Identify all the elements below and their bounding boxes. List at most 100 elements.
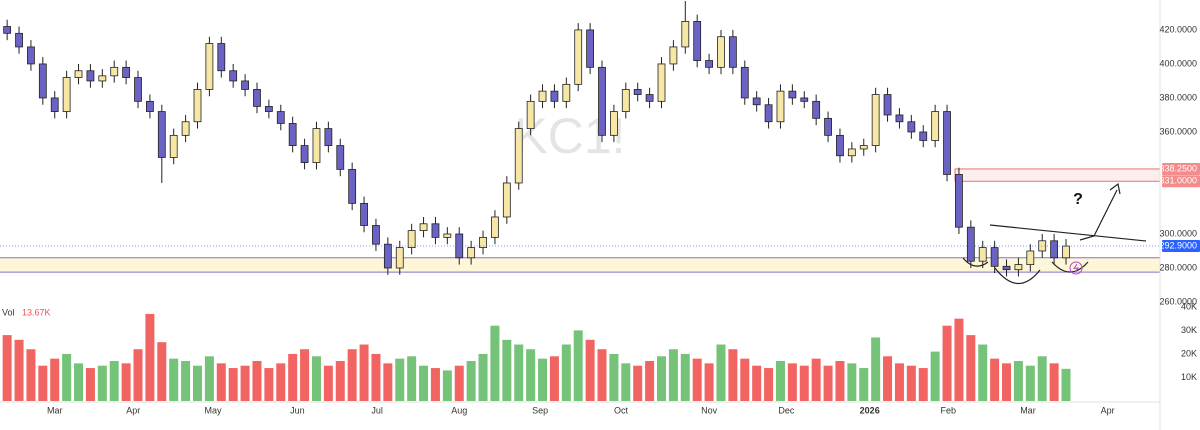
candle-body	[907, 121, 916, 133]
volume-bar	[2, 335, 12, 401]
candle-body	[372, 225, 380, 245]
volume-bar	[954, 318, 964, 401]
candle-body	[348, 168, 357, 204]
volume-bar	[145, 313, 155, 401]
candle-body	[514, 128, 523, 184]
y-tick-label: 360.0000	[1159, 126, 1197, 136]
volume-bar	[157, 342, 167, 401]
right-shoulder-arc	[1051, 261, 1089, 273]
volume-bar	[419, 365, 429, 401]
volume-bar	[514, 344, 524, 401]
volume-bar	[716, 344, 726, 401]
annotation: ?	[1073, 191, 1083, 208]
candle-body	[122, 66, 131, 78]
volume-bar	[133, 349, 143, 401]
candle-body	[443, 233, 452, 238]
volume-bar	[407, 356, 417, 401]
volume-bar	[942, 325, 952, 401]
candle-body	[336, 145, 345, 170]
support-zone	[0, 257, 1160, 273]
candle-body	[657, 63, 666, 102]
volume-bar	[894, 363, 904, 401]
candle-body	[288, 123, 297, 146]
candle-body	[836, 134, 844, 157]
candle-body	[1026, 250, 1035, 265]
volume-bar	[704, 363, 714, 401]
volume-bar	[478, 353, 488, 401]
candle-body	[1062, 245, 1070, 259]
candle-body	[98, 75, 107, 82]
candle-body	[800, 97, 809, 102]
volume-bar	[288, 353, 298, 401]
price-label-box	[1162, 162, 1200, 175]
volume-tick-label: 40K	[1181, 301, 1197, 311]
volume-bar	[526, 349, 536, 401]
volume-bar	[692, 358, 702, 401]
candle-body	[1014, 264, 1023, 271]
candle-body	[574, 29, 583, 85]
candle-body	[229, 70, 238, 82]
volume-tick-label: 20K	[1181, 348, 1197, 358]
x-tick-label: Feb	[940, 405, 956, 415]
x-tick-label: Mar	[47, 405, 63, 415]
volume-bar	[835, 361, 845, 401]
head-arc	[994, 267, 1041, 285]
volume-bar	[38, 365, 48, 401]
candle-body	[871, 94, 880, 146]
volume-bar	[97, 365, 107, 401]
volume-bar	[1013, 361, 1023, 401]
candle-body	[776, 90, 785, 123]
volume-bar	[597, 349, 607, 401]
candle-body	[752, 97, 761, 106]
left-shoulder-arc	[962, 257, 989, 267]
volume-tick-label: 30K	[1181, 325, 1197, 335]
candle-body	[324, 128, 333, 146]
volume-bar	[323, 365, 333, 401]
y-tick-label: 420.0000	[1159, 24, 1197, 34]
x-tick-label: Nov	[701, 405, 718, 415]
volume-bar	[585, 339, 595, 401]
candle-body	[241, 80, 249, 90]
volume-bar	[871, 337, 881, 401]
candle-body	[847, 148, 856, 157]
x-tick-label: Sep	[532, 405, 548, 415]
candle-body	[621, 89, 630, 112]
volume-bar	[906, 365, 916, 401]
volume-bar	[621, 363, 631, 401]
volume-bar	[109, 361, 119, 401]
volume-bar	[883, 356, 893, 401]
y-tick-label: 280.0000	[1159, 262, 1197, 272]
candle-body	[895, 114, 904, 123]
volume-bar	[538, 358, 548, 401]
volume-bar	[1025, 365, 1035, 401]
candle-body	[955, 174, 963, 228]
candle-body	[526, 100, 535, 129]
candle-body	[181, 121, 190, 136]
candle-body	[217, 43, 226, 72]
volume-bar	[50, 358, 60, 401]
volume-bar	[26, 349, 36, 401]
candle-body	[157, 111, 166, 158]
volume-bar	[799, 365, 809, 401]
volume-bar	[811, 358, 821, 401]
candle-body	[360, 202, 368, 226]
candle-body	[966, 226, 975, 262]
volume-bar	[645, 361, 655, 401]
volume-bar	[668, 349, 678, 401]
volume-bar	[978, 344, 988, 401]
projection-arrow	[1079, 189, 1118, 241]
candle-body	[300, 145, 309, 163]
resistance-zone	[954, 168, 1161, 182]
volume-bar	[62, 353, 72, 401]
candle-body	[62, 77, 71, 112]
candle-body	[383, 243, 392, 269]
candle-body	[1002, 265, 1011, 271]
volume-bar	[966, 335, 976, 401]
candle-body	[812, 100, 821, 119]
x-tick-label: Dec	[778, 405, 795, 415]
volume-bar	[14, 339, 24, 401]
candle-body	[479, 236, 487, 248]
candle-body	[431, 223, 440, 238]
volume-bar	[990, 358, 1000, 401]
candle-body	[38, 63, 47, 99]
